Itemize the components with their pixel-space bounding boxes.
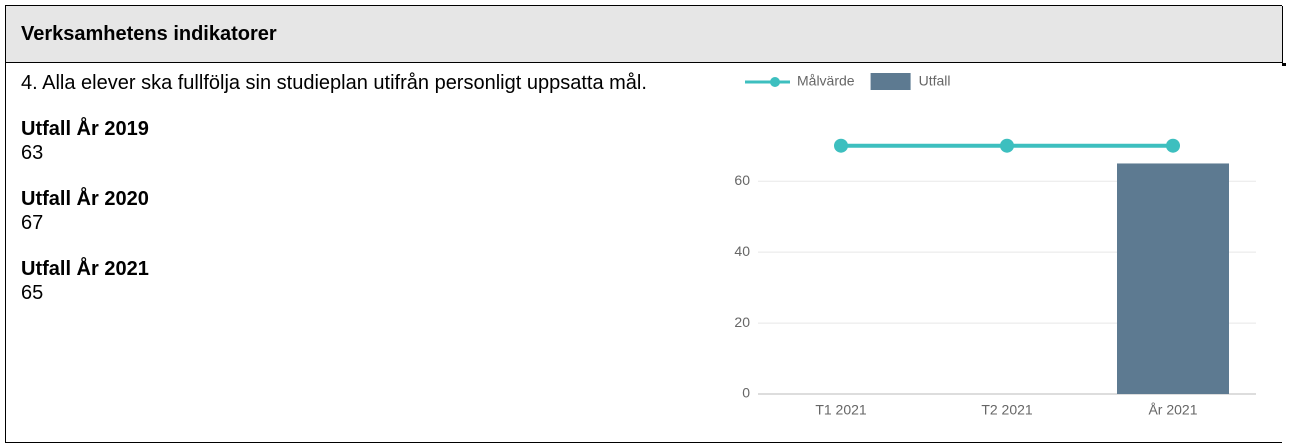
legend-swatch [870, 73, 911, 90]
legend-label: Utfall [919, 73, 951, 89]
x-tick-label: T2 2021 [981, 402, 1033, 418]
result-label: Utfall År 2019 [21, 118, 149, 140]
result-label: Utfall År 2021 [21, 258, 149, 280]
y-tick-label: 0 [742, 385, 750, 401]
indicator: 4. Alla elever ska fullfölja sin studiep… [21, 71, 711, 305]
legend-point [770, 77, 780, 87]
panel: Verksamhetens indikatorer 4. Alla elever… [5, 5, 1286, 443]
result: Utfall År 2019 63 [21, 117, 711, 165]
result-label: Utfall År 2020 [21, 188, 149, 210]
indicator-text: 4. Alla elever ska fullfölja sin studiep… [21, 72, 647, 94]
y-tick-label: 40 [734, 243, 750, 259]
x-tick-label: T1 2021 [815, 402, 867, 418]
x-tick-label: År 2021 [1148, 402, 1197, 418]
result-value: 63 [21, 142, 44, 164]
edge [1282, 63, 1286, 66]
line-point [834, 138, 848, 153]
result: Utfall År 2021 65 [21, 257, 711, 305]
panel-title: Verksamhetens indikatorer [6, 6, 1283, 63]
result-value: 65 [21, 282, 44, 304]
bar [1117, 163, 1229, 394]
line-point [1166, 138, 1180, 153]
legend-label: Målvärde [797, 73, 855, 89]
result: Utfall År 2020 67 [21, 187, 711, 235]
result-value: 67 [21, 212, 44, 234]
y-tick-label: 60 [734, 172, 750, 188]
results: Utfall År 2019 63 Utfall År 2020 67 Utfall Å… [21, 117, 711, 305]
line-point [1000, 138, 1014, 153]
y-tick-label: 20 [734, 314, 750, 330]
